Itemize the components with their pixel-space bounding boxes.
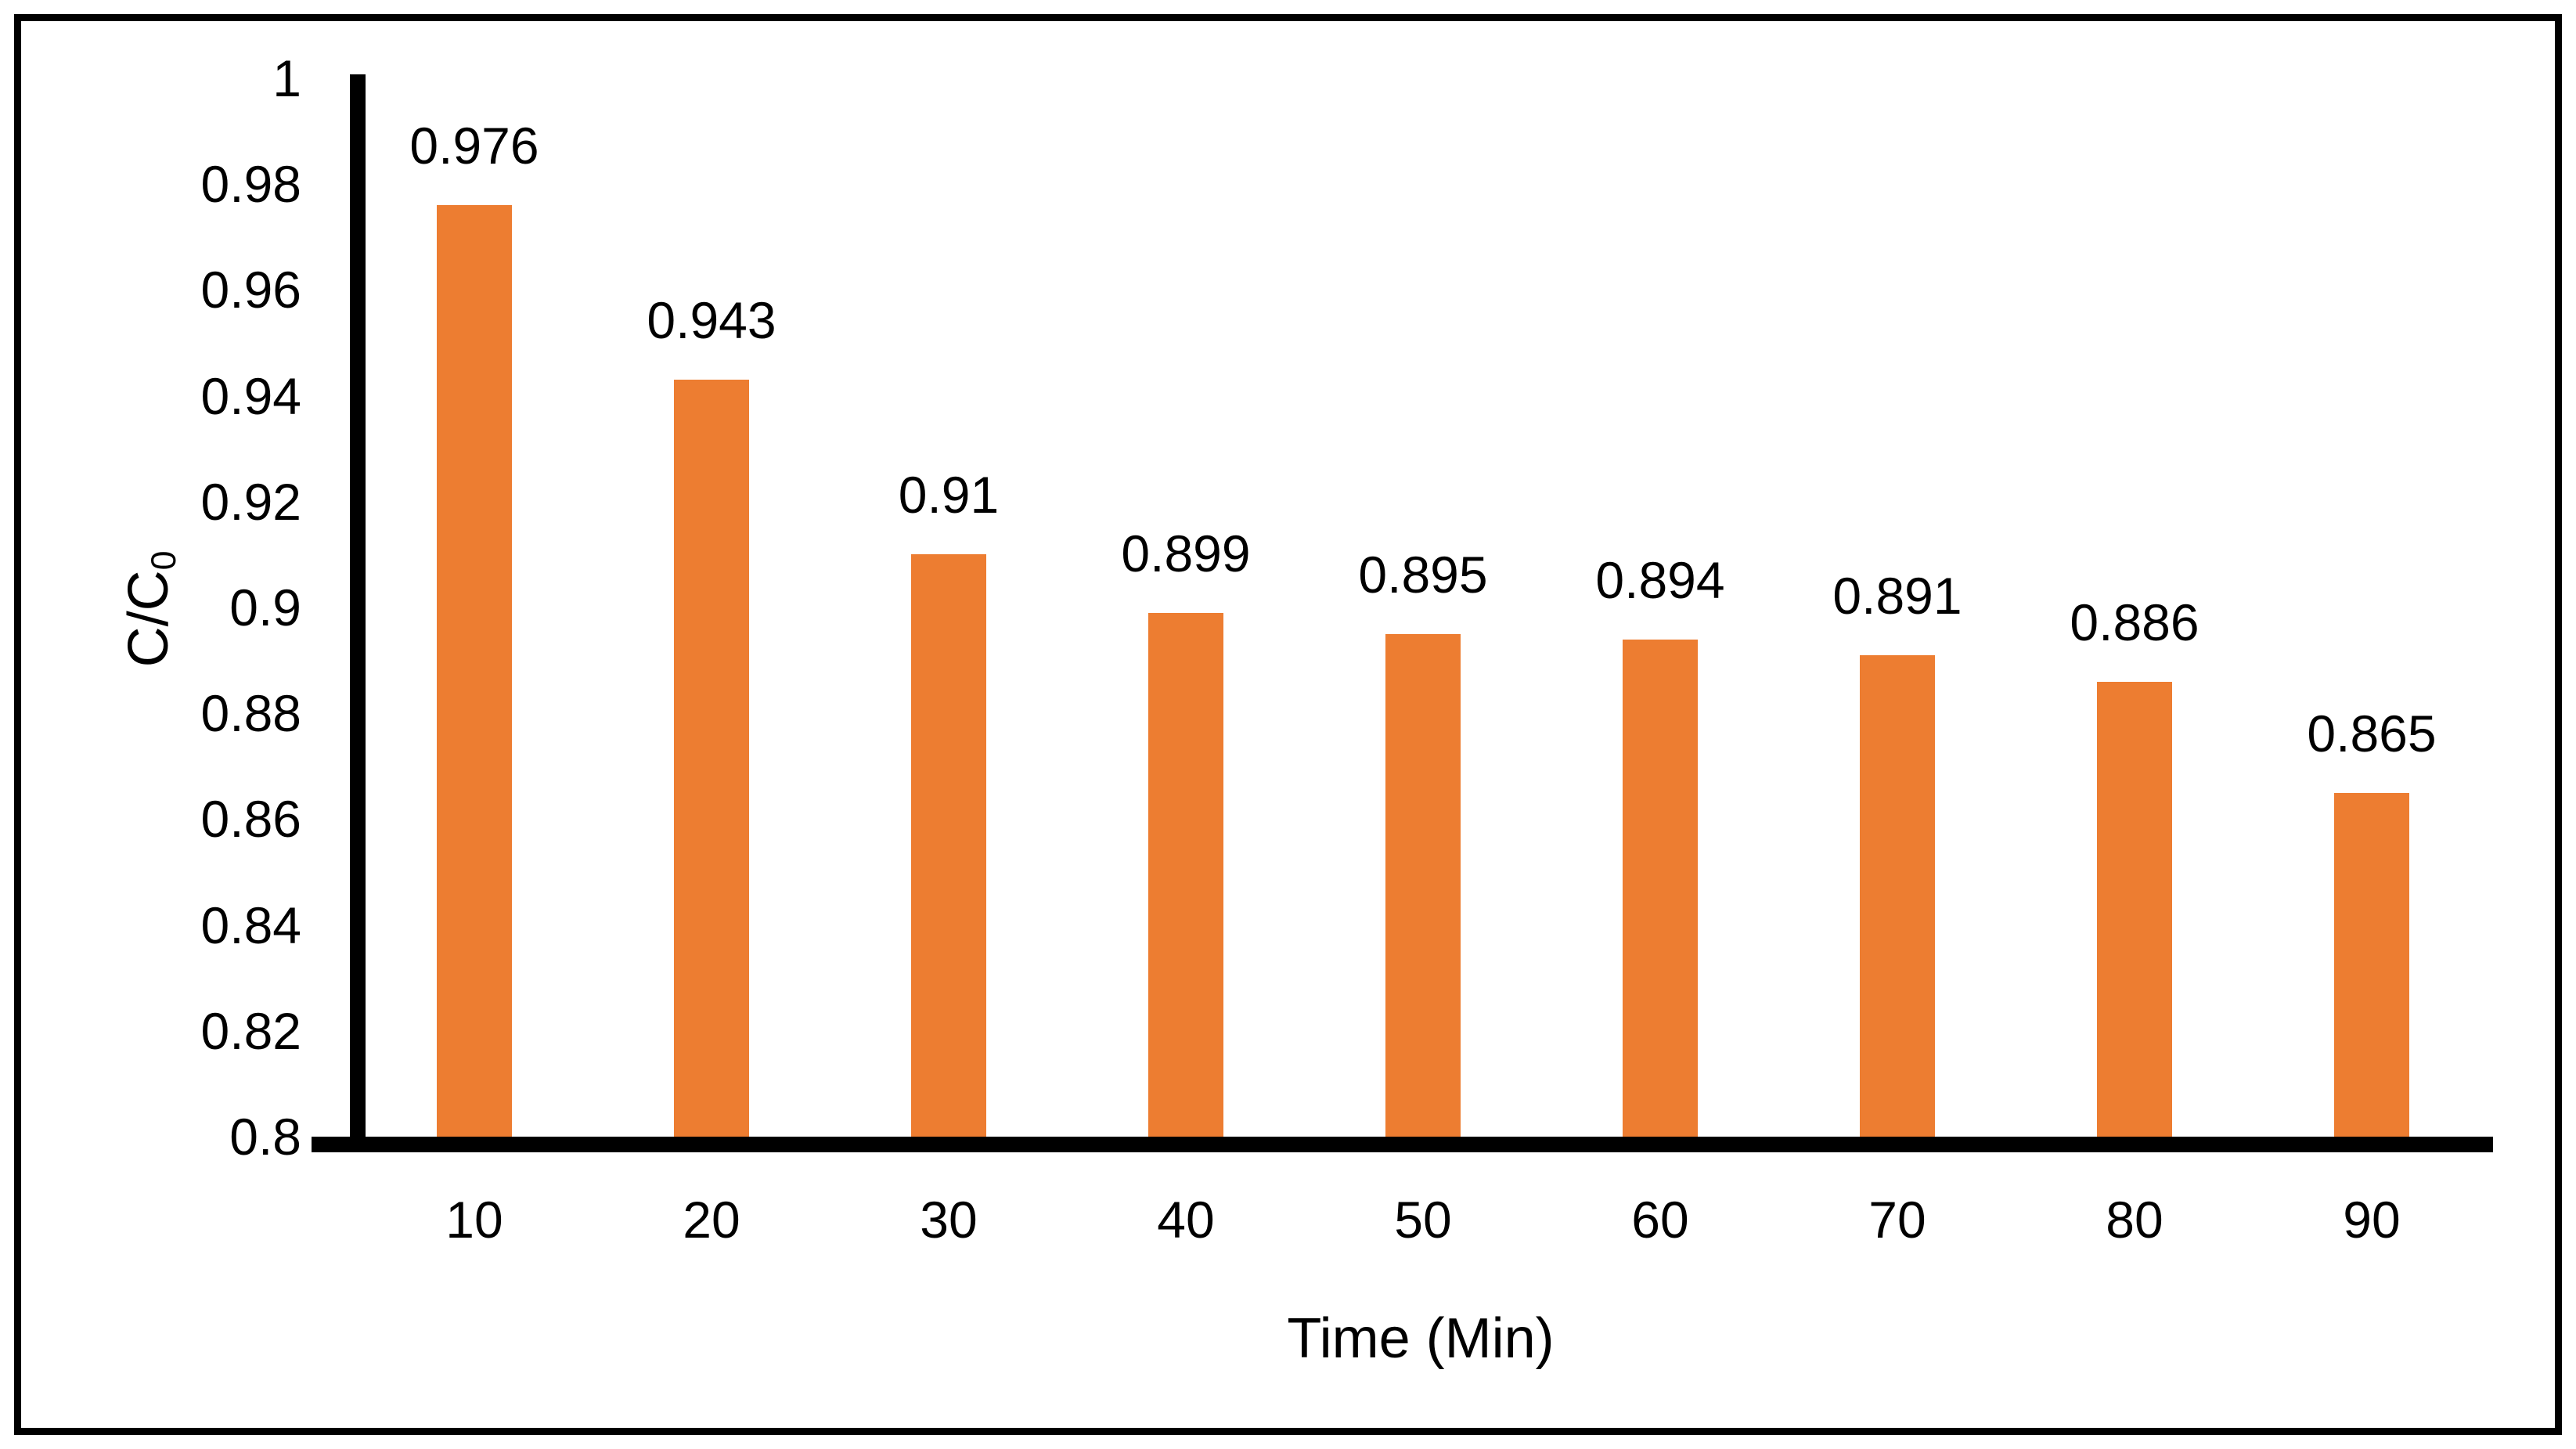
- y-tick-label: 0.94: [200, 366, 301, 425]
- x-tick-label: 20: [683, 1191, 740, 1249]
- x-tick-label: 90: [2343, 1191, 2401, 1249]
- y-axis-title: C/C0: [117, 550, 186, 668]
- bar-value-label: 0.976: [409, 117, 539, 175]
- bar: [2334, 792, 2409, 1137]
- x-tick-label: 60: [1631, 1191, 1689, 1249]
- bar-value-label: 0.943: [647, 291, 776, 350]
- y-tick-label: 0.8: [229, 1108, 301, 1166]
- bar-value-label: 0.91: [898, 466, 1000, 524]
- y-tick-label: 0.98: [200, 155, 301, 214]
- y-tick-label: 0.88: [200, 684, 301, 743]
- bar: [911, 554, 986, 1137]
- y-tick-label: 1: [272, 49, 301, 107]
- x-tick-label: 70: [1868, 1191, 1926, 1249]
- bar-value-label: 0.899: [1121, 524, 1251, 582]
- y-tick-label: 0.9: [229, 579, 301, 636]
- bar-value-label: 0.886: [2070, 593, 2200, 651]
- bar: [1623, 639, 1698, 1137]
- y-tick-label: 0.82: [200, 1001, 301, 1060]
- bar: [1148, 612, 1223, 1137]
- bar: [674, 380, 749, 1137]
- x-tick-label: 40: [1157, 1191, 1215, 1249]
- x-axis-line: [312, 1137, 2493, 1152]
- y-axis-title-main: C/C: [117, 570, 180, 668]
- bar-value-label: 0.894: [1595, 550, 1725, 609]
- y-axis-line: [350, 74, 366, 1152]
- x-tick-label: 10: [445, 1191, 503, 1249]
- bar-value-label: 0.891: [1832, 566, 1962, 625]
- bar: [1860, 654, 1935, 1137]
- bar: [2097, 681, 2172, 1137]
- y-axis-title-subscript: 0: [144, 550, 183, 571]
- bar-value-label: 0.865: [2307, 704, 2437, 762]
- x-tick-label: 50: [1394, 1191, 1452, 1249]
- bar: [437, 205, 512, 1137]
- bar: [1385, 633, 1461, 1137]
- x-tick-label: 80: [2106, 1191, 2163, 1249]
- y-tick-label: 0.92: [200, 472, 301, 531]
- y-tick-label: 0.84: [200, 896, 301, 954]
- x-axis-title: Time (Min): [1287, 1307, 1555, 1370]
- y-tick-label: 0.86: [200, 790, 301, 849]
- x-tick-label: 30: [920, 1191, 978, 1249]
- y-tick-label: 0.96: [200, 261, 301, 319]
- bar-value-label: 0.895: [1358, 545, 1488, 604]
